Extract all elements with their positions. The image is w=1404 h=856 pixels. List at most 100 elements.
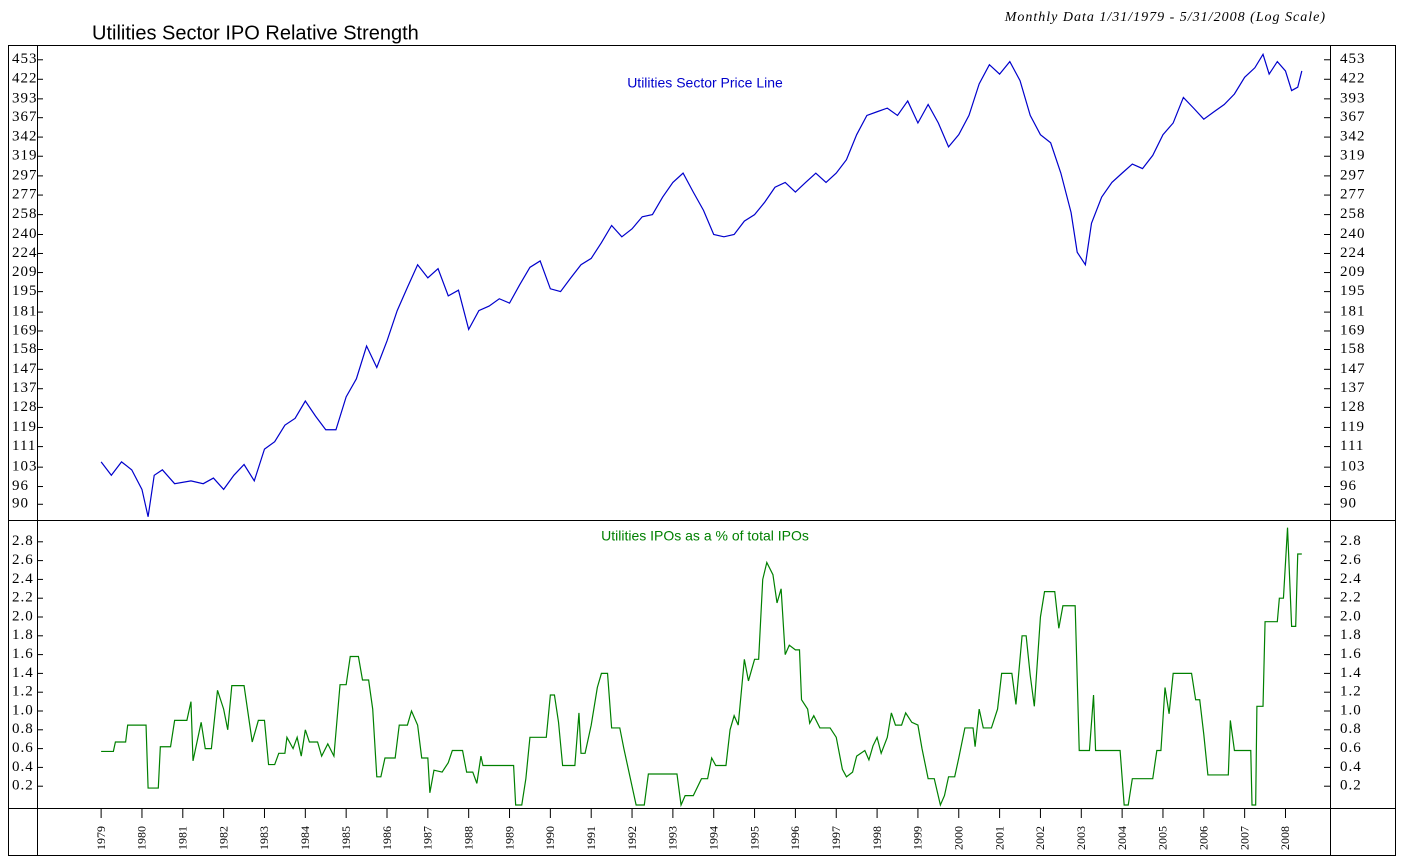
x-tick-label: 1990	[543, 826, 557, 850]
y-tick-label: 393	[1340, 90, 1366, 106]
y-tick-label: 258	[1340, 206, 1366, 222]
outer-frame	[8, 45, 1396, 856]
x-tick-label: 1984	[298, 826, 312, 850]
y-tick-label: 393	[12, 90, 38, 106]
y-tick-label: 0.8	[12, 721, 34, 737]
x-tick-label: 1991	[584, 826, 598, 850]
y-tick-label: 319	[1340, 148, 1366, 164]
y-tick-label: 0.2	[12, 778, 34, 794]
price-line	[100, 52, 1303, 517]
y-tick-label: 2.8	[12, 533, 34, 549]
y-tick-label: 1.8	[1340, 627, 1362, 643]
x-tick-label: 1998	[870, 826, 884, 850]
x-tick-label: 1981	[176, 826, 190, 850]
y-tick-label: 119	[12, 419, 37, 435]
y-tick-label: 1.6	[12, 646, 34, 662]
y-tick-label: 297	[12, 167, 38, 183]
y-tick-label: 2.0	[1340, 608, 1362, 624]
y-tick-label: 0.4	[12, 759, 34, 775]
x-tick-label: 1985	[339, 826, 353, 850]
y-tick-label: 2.6	[12, 552, 34, 568]
y-tick-label: 103	[12, 459, 38, 475]
x-tick-label: 2003	[1074, 826, 1088, 850]
y-tick-label: 195	[12, 283, 38, 299]
y-tick-label: 1.0	[1340, 702, 1362, 718]
x-tick-label: 1987	[421, 826, 435, 850]
chart-title: Utilities Sector IPO Relative Strength	[92, 22, 419, 44]
y-tick-label: 2.4	[1340, 571, 1362, 587]
y-tick-label: 147	[12, 361, 38, 377]
y-tick-label: 209	[12, 264, 38, 280]
x-tick-label: 1997	[829, 826, 843, 850]
y-tick-label: 128	[1340, 399, 1366, 415]
x-tick-label: 2001	[992, 826, 1006, 850]
y-tick-label: 240	[1340, 226, 1366, 242]
y-tick-label: 0.6	[12, 740, 34, 756]
y-tick-label: 1.2	[12, 684, 34, 700]
series-annotation: Utilities Sector Price Line	[627, 75, 783, 91]
y-tick-label: 422	[12, 71, 38, 87]
x-tick-label: 1988	[461, 826, 475, 850]
x-tick-label: 1993	[666, 826, 680, 850]
y-tick-label: 90	[1340, 496, 1357, 512]
x-tick-label: 1996	[788, 826, 802, 850]
y-tick-label: 2.0	[12, 608, 34, 624]
y-tick-label: 111	[12, 438, 36, 454]
series-annotation: Utilities IPOs as a % of total IPOs	[601, 528, 809, 544]
y-tick-label: 137	[12, 380, 38, 396]
y-tick-label: 277	[12, 187, 38, 203]
y-tick-label: 367	[12, 109, 38, 125]
y-tick-label: 453	[12, 51, 38, 67]
x-tick-label: 2008	[1278, 826, 1292, 850]
y-tick-label: 342	[12, 129, 38, 145]
x-tick-label: 1979	[94, 826, 108, 850]
x-tick-label: 1986	[380, 826, 394, 850]
y-tick-label: 119	[1340, 419, 1365, 435]
x-tick-label: 2006	[1197, 826, 1211, 850]
y-tick-label: 2.6	[1340, 552, 1362, 568]
y-tick-label: 169	[12, 322, 38, 338]
y-tick-label: 90	[12, 496, 29, 512]
y-tick-label: 2.2	[1340, 590, 1362, 606]
y-tick-label: 0.8	[1340, 721, 1362, 737]
y-tick-label: 1.4	[12, 665, 34, 681]
y-tick-label: 128	[12, 399, 38, 415]
x-tick-label: 1999	[911, 826, 925, 850]
y-tick-label: 1.4	[1340, 665, 1362, 681]
x-tick-label: 2002	[1033, 826, 1047, 850]
y-tick-label: 1.6	[1340, 646, 1362, 662]
chart-subtitle: Monthly Data 1/31/1979 - 5/31/2008 (Log …	[1004, 10, 1326, 25]
y-tick-label: 1.8	[12, 627, 34, 643]
x-tick-label: 2004	[1115, 826, 1129, 850]
y-tick-label: 297	[1340, 167, 1366, 183]
y-tick-label: 96	[12, 478, 29, 494]
x-tick-label: 1992	[625, 826, 639, 850]
y-tick-label: 0.6	[1340, 740, 1362, 756]
y-tick-label: 103	[1340, 459, 1366, 475]
y-tick-label: 96	[1340, 478, 1357, 494]
y-tick-label: 0.4	[1340, 759, 1362, 775]
y-tick-label: 277	[1340, 187, 1366, 203]
y-tick-label: 2.8	[1340, 533, 1362, 549]
y-tick-label: 181	[1340, 304, 1366, 320]
x-tick-label: 2005	[1156, 826, 1170, 850]
y-tick-label: 111	[1340, 438, 1364, 454]
y-tick-label: 1.2	[1340, 684, 1362, 700]
y-tick-label: 2.4	[12, 571, 34, 587]
x-tick-label: 1980	[135, 826, 149, 850]
x-tick-label: 1982	[216, 826, 230, 850]
y-tick-label: 158	[1340, 341, 1366, 357]
y-tick-label: 0.2	[1340, 778, 1362, 794]
y-tick-label: 169	[1340, 322, 1366, 338]
x-tick-label: 2007	[1237, 826, 1251, 850]
y-tick-label: 2.2	[12, 590, 34, 606]
y-tick-label: 209	[1340, 264, 1366, 280]
y-tick-label: 367	[1340, 109, 1366, 125]
x-tick-label: 2000	[952, 826, 966, 850]
y-tick-label: 453	[1340, 51, 1366, 67]
y-tick-label: 422	[1340, 71, 1366, 87]
x-tick-label: 1995	[747, 826, 761, 850]
y-tick-label: 342	[1340, 129, 1366, 145]
